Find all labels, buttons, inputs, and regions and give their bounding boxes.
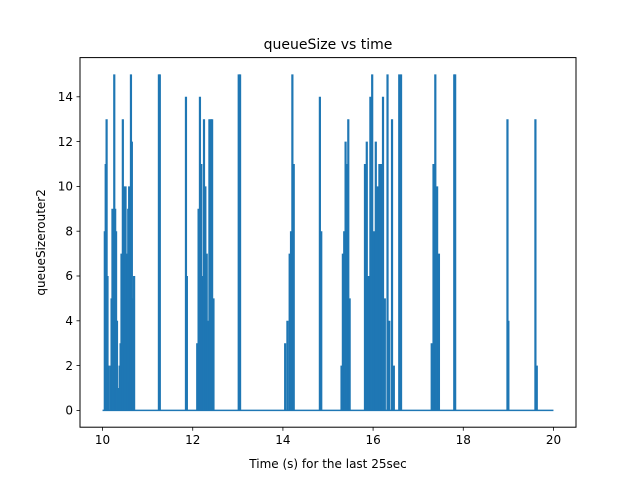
x-axis-title: Time (s) for the last 25sec xyxy=(248,457,406,471)
y-tick-label: 4 xyxy=(65,314,73,328)
x-tick-label: 18 xyxy=(456,433,471,447)
y-tick-label: 12 xyxy=(58,135,73,149)
x-tick-label: 16 xyxy=(365,433,380,447)
chart-title: queueSize vs time xyxy=(264,37,393,53)
x-tick-label: 20 xyxy=(546,433,561,447)
x-tick-label: 14 xyxy=(275,433,290,447)
y-tick-label: 14 xyxy=(58,90,73,104)
x-tick-label: 12 xyxy=(185,433,200,447)
y-tick-label: 6 xyxy=(65,269,73,283)
plot-frame xyxy=(79,57,577,428)
plot-area xyxy=(79,57,577,428)
y-tick-label: 2 xyxy=(65,359,73,373)
y-tick-label: 10 xyxy=(58,180,73,194)
y-tick-label: 8 xyxy=(65,224,73,238)
x-tick-label: 10 xyxy=(95,433,110,447)
y-tick-label: 0 xyxy=(65,404,73,418)
y-axis-title: queueSizerouter2 xyxy=(34,189,48,296)
